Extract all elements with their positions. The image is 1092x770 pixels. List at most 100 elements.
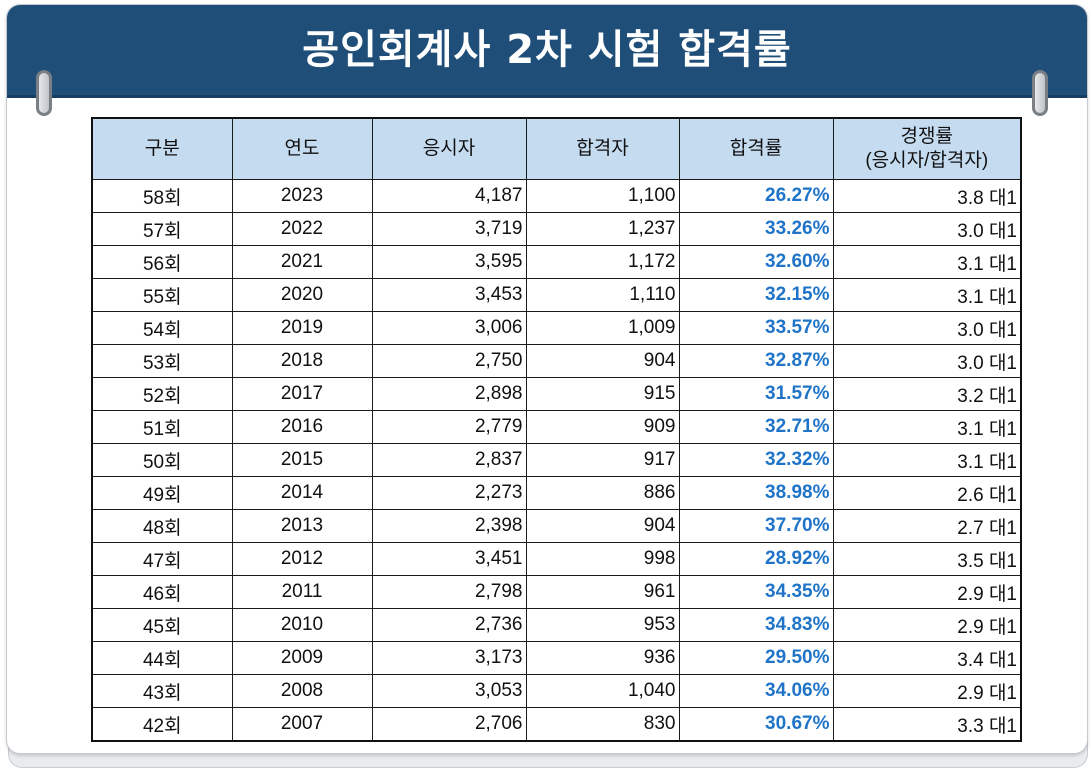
- table-row: 54회 2019 3,006 1,009 33.57% 3.0 대1: [91, 311, 1022, 345]
- cell-round: 54회: [91, 311, 233, 345]
- cell-competition-ratio: 3.4 대1: [832, 641, 1022, 675]
- cell-year: 2008: [231, 674, 373, 708]
- cell-pass-rate: 34.35%: [678, 575, 834, 609]
- cell-round: 43회: [91, 674, 233, 708]
- cell-pass-rate: 34.06%: [678, 674, 834, 708]
- cell-year: 2021: [231, 245, 373, 279]
- cell-applicants: 3,451: [371, 542, 527, 576]
- cell-round: 49회: [91, 476, 233, 510]
- cell-year: 2014: [231, 476, 373, 510]
- cell-competition-ratio: 3.0 대1: [832, 311, 1022, 345]
- header-competition-ratio-label: 경쟁률: [900, 126, 953, 147]
- cell-passers: 1,110: [525, 278, 680, 312]
- cell-year: 2022: [231, 212, 373, 246]
- cell-year: 2019: [231, 311, 373, 345]
- cell-passers: 830: [525, 707, 680, 742]
- cell-applicants: 2,398: [371, 509, 527, 543]
- binder-ring-right-icon: [1032, 70, 1048, 116]
- cell-competition-ratio: 2.6 대1: [832, 476, 1022, 510]
- cell-round: 42회: [91, 707, 233, 742]
- cell-applicants: 3,173: [371, 641, 527, 675]
- cell-round: 44회: [91, 641, 233, 675]
- table-row: 56회 2021 3,595 1,172 32.60% 3.1 대1: [91, 245, 1022, 279]
- cell-pass-rate: 33.26%: [678, 212, 834, 246]
- cell-pass-rate: 38.98%: [678, 476, 834, 510]
- cell-passers: 1,040: [525, 674, 680, 708]
- table-row: 55회 2020 3,453 1,110 32.15% 3.1 대1: [91, 278, 1022, 312]
- binder-ring-left-icon: [36, 70, 52, 116]
- cell-pass-rate: 26.27%: [678, 179, 834, 213]
- cell-passers: 904: [525, 509, 680, 543]
- cell-year: 2011: [231, 575, 373, 609]
- table-body: 58회 2023 4,187 1,100 26.27% 3.8 대1 57회 2022 3,71…: [91, 179, 1022, 742]
- cell-year: 2009: [231, 641, 373, 675]
- cell-passers: 917: [525, 443, 680, 477]
- cell-round: 53회: [91, 344, 233, 378]
- cell-applicants: 3,719: [371, 212, 527, 246]
- cell-pass-rate: 32.71%: [678, 410, 834, 444]
- cell-competition-ratio: 2.9 대1: [832, 575, 1022, 609]
- cell-competition-ratio: 3.1 대1: [832, 245, 1022, 279]
- cell-applicants: 2,898: [371, 377, 527, 411]
- cell-pass-rate: 29.50%: [678, 641, 834, 675]
- cell-competition-ratio: 3.0 대1: [832, 212, 1022, 246]
- cell-applicants: 2,736: [371, 608, 527, 642]
- cell-round: 55회: [91, 278, 233, 312]
- table-row: 42회 2007 2,706 830 30.67% 3.3 대1: [91, 707, 1022, 742]
- cell-round: 48회: [91, 509, 233, 543]
- cell-round: 58회: [91, 179, 233, 213]
- cell-pass-rate: 33.57%: [678, 311, 834, 345]
- cell-passers: 1,237: [525, 212, 680, 246]
- cell-pass-rate: 30.67%: [678, 707, 834, 742]
- cell-applicants: 3,053: [371, 674, 527, 708]
- cell-competition-ratio: 2.9 대1: [832, 674, 1022, 708]
- cell-pass-rate: 32.15%: [678, 278, 834, 312]
- cell-year: 2018: [231, 344, 373, 378]
- cell-passers: 915: [525, 377, 680, 411]
- cell-applicants: 2,706: [371, 707, 527, 742]
- cell-competition-ratio: 3.1 대1: [832, 278, 1022, 312]
- table-row: 46회 2011 2,798 961 34.35% 2.9 대1: [91, 575, 1022, 609]
- cell-round: 50회: [91, 443, 233, 477]
- table-row: 58회 2023 4,187 1,100 26.27% 3.8 대1: [91, 179, 1022, 213]
- cell-round: 57회: [91, 212, 233, 246]
- cell-pass-rate: 32.32%: [678, 443, 834, 477]
- page-title: 공인회계사 2차 시험 합격률: [302, 27, 792, 73]
- cell-year: 2017: [231, 377, 373, 411]
- cell-round: 45회: [91, 608, 233, 642]
- header-competition-ratio: 경쟁률 (응시자/합격자): [832, 117, 1022, 180]
- cell-pass-rate: 34.83%: [678, 608, 834, 642]
- table-header-row: 구분 연도 응시자 합격자 합격률 경쟁률 (응시자/합격자): [91, 117, 1022, 180]
- cell-year: 2020: [231, 278, 373, 312]
- cell-applicants: 2,837: [371, 443, 527, 477]
- table-row: 48회 2013 2,398 904 37.70% 2.7 대1: [91, 509, 1022, 543]
- table-row: 43회 2008 3,053 1,040 34.06% 2.9 대1: [91, 674, 1022, 708]
- cell-round: 47회: [91, 542, 233, 576]
- cell-passers: 1,009: [525, 311, 680, 345]
- cell-competition-ratio: 3.0 대1: [832, 344, 1022, 378]
- table-row: 53회 2018 2,750 904 32.87% 3.0 대1: [91, 344, 1022, 378]
- table-row: 57회 2022 3,719 1,237 33.26% 3.0 대1: [91, 212, 1022, 246]
- cell-competition-ratio: 3.3 대1: [832, 707, 1022, 742]
- cell-pass-rate: 32.87%: [678, 344, 834, 378]
- cell-year: 2015: [231, 443, 373, 477]
- table-row: 49회 2014 2,273 886 38.98% 2.6 대1: [91, 476, 1022, 510]
- cell-competition-ratio: 3.2 대1: [832, 377, 1022, 411]
- cell-applicants: 2,750: [371, 344, 527, 378]
- cell-passers: 1,100: [525, 179, 680, 213]
- results-table-container: 구분 연도 응시자 합격자 합격률 경쟁률 (응시자/합격자) 58회 2023 4…: [91, 117, 1022, 742]
- cell-passers: 998: [525, 542, 680, 576]
- cell-competition-ratio: 2.9 대1: [832, 608, 1022, 642]
- table-row: 45회 2010 2,736 953 34.83% 2.9 대1: [91, 608, 1022, 642]
- cell-passers: 909: [525, 410, 680, 444]
- cell-round: 46회: [91, 575, 233, 609]
- table-row: 51회 2016 2,779 909 32.71% 3.1 대1: [91, 410, 1022, 444]
- notepad-card: 공인회계사 2차 시험 합격률 구분 연도 응시자 합격자 합격률 경쟁률 (응…: [6, 4, 1088, 754]
- cell-round: 52회: [91, 377, 233, 411]
- cell-competition-ratio: 3.5 대1: [832, 542, 1022, 576]
- header-pass-rate: 합격률: [678, 117, 834, 180]
- cell-applicants: 3,006: [371, 311, 527, 345]
- cell-round: 51회: [91, 410, 233, 444]
- cell-passers: 953: [525, 608, 680, 642]
- cell-applicants: 2,273: [371, 476, 527, 510]
